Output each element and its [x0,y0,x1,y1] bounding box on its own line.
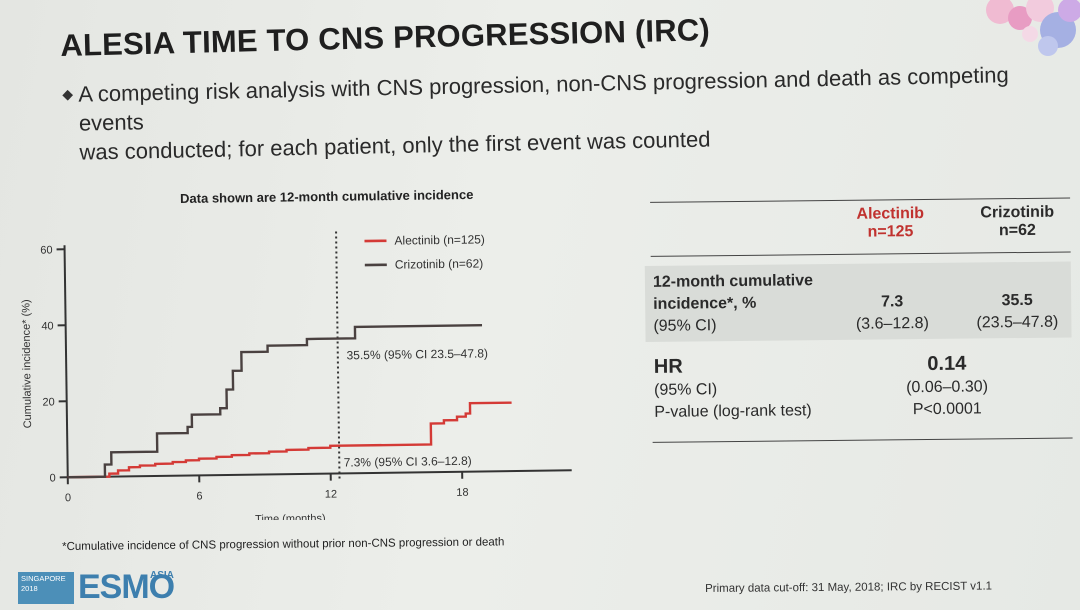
hr-ci-label: (95% CI) [653,381,718,399]
row-label-line3: (95% CI) [653,317,717,335]
crizotinib-incidence-value: 35.5 [1001,291,1033,310]
logo-asia: ASIA [150,570,174,581]
data-annotation: 35.5% (95% CI 23.5–47.8) [346,346,488,362]
hr-values-cell: 0.14 (0.06–0.30) P<0.0001 [872,350,1023,422]
p-value-label: P-value (log-rank test) [654,402,812,421]
hr-label: HR [653,355,683,378]
crizotinib-incidence-ci: (23.5–47.8) [976,313,1059,332]
results-table: Alectinib n=125 Crizotinib n=62 12-month… [640,187,1073,451]
esmo-asia-logo: SINGAPORE 2018 ESMO ASIA [18,568,188,606]
x-tick-label: 6 [196,490,202,502]
col-alectinib-header: Alectinib n=125 [830,205,950,242]
chart-footnote: *Cumulative incidence of CNS progression… [62,536,505,553]
decorative-flower-image [986,0,1080,56]
hr-row-label: HR (95% CI) P-value (log-rank test) [654,352,855,424]
y-tick-label: 40 [41,320,53,332]
cumulative-incidence-chart: 0 20 40 60 0 6 12 18 Time (months) Cumulative inc… [20,231,572,520]
y-axis-label: Cumulative incidence* (%) [20,299,34,428]
logo-box-line2: 2018 [21,584,38,593]
reference-12-month-line [335,231,341,480]
row-label-line1: 12-month cumulative [652,272,814,291]
chart-plot-group: 0 20 40 60 0 6 12 18 Time (months) Cumulative inc… [20,231,572,520]
series-line-alectinib [67,401,512,479]
col-alectinib-name: Alectinib [856,205,925,223]
diamond-bullet-icon: ◆ [62,85,74,102]
bullet-point: ◆ A competing risk analysis with CNS pro… [62,60,1024,167]
table-header-rule [650,251,1071,257]
col-alectinib-n: n=125 [867,223,914,241]
logo-box-line1: SINGAPORE [21,574,66,583]
chart-area: 0 20 40 60 0 6 12 18 Time (months) Cumulative inc… [0,180,600,520]
col-crizotinib-header: Crizotinib n=62 [962,203,1072,240]
slide-title: ALESIA TIME TO CNS PROGRESSION (IRC) [60,12,711,63]
x-tick-label: 18 [456,487,468,499]
table-bottom-rule [652,437,1073,443]
hr-value: 0.14 [927,352,967,375]
legend-label: Crizotinib (n=62) [395,256,484,271]
data-cutoff-note: Primary data cut-off: 31 May, 2018; IRC … [705,580,993,595]
x-axis-line [67,469,572,479]
crizotinib-incidence-cell: 35.5 (23.5–47.8) [959,289,1075,334]
y-tick-label: 60 [40,244,52,256]
hr-ci-value: (0.06–0.30) [906,378,989,397]
col-crizotinib-n: n=62 [998,221,1036,240]
alectinib-incidence-ci: (3.6–12.8) [855,314,929,333]
data-annotation: 7.3% (95% CI 3.6–12.8) [344,454,472,470]
p-value: P<0.0001 [912,400,982,419]
table-top-rule [650,197,1071,203]
alectinib-incidence-value: 7.3 [880,293,904,311]
row-cumulative-incidence-label: 12-month cumulative incidence*, % (95% C… [653,270,844,338]
alectinib-incidence-cell: 7.3 (3.6–12.8) [837,291,947,336]
x-tick-label: 0 [65,492,71,504]
x-tick-label: 12 [325,488,337,500]
y-axis-line [63,245,69,478]
y-tick-label: 20 [42,396,54,408]
series-line-crizotinib [67,323,483,479]
logo-word: ESMO [78,568,175,606]
row-label-line2: incidence*, % [653,294,757,313]
logo-box: SINGAPORE 2018 [18,572,74,604]
col-crizotinib-name: Crizotinib [980,203,1055,222]
x-axis-label: Time (months) [255,513,326,520]
legend-label: Alectinib (n=125) [394,232,485,247]
y-tick-label: 0 [50,472,56,484]
